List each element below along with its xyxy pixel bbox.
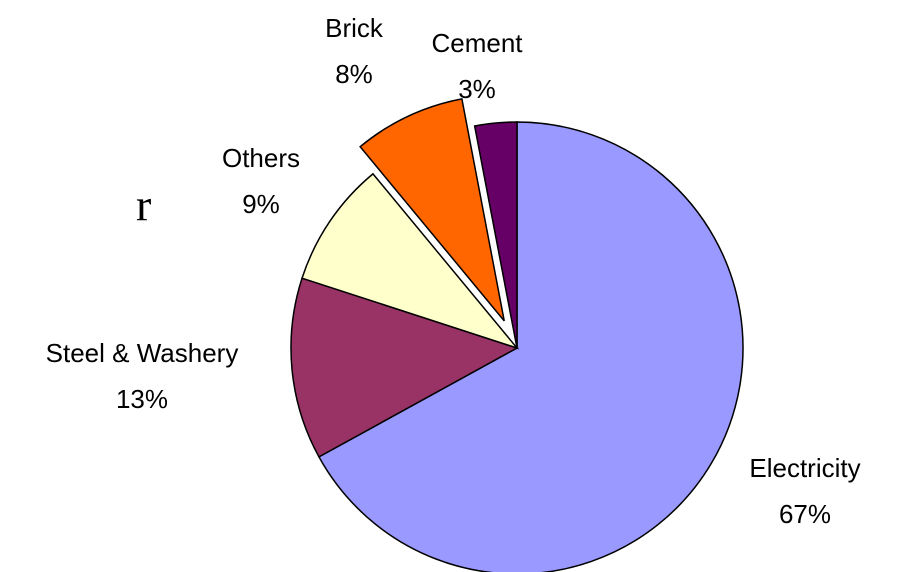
slice-label: Steel & Washery: [46, 338, 239, 368]
slice-value-label: 8%: [335, 59, 373, 89]
slice-value-label: 67%: [779, 499, 831, 529]
pie-slice: [359, 97, 505, 322]
chart-title: r: [136, 180, 151, 231]
slice-value-label: 3%: [458, 74, 496, 104]
slice-value-label: 9%: [242, 189, 280, 219]
pie-slice: [290, 277, 519, 458]
slice-label: Brick: [325, 13, 384, 43]
slice-value-label: 13%: [116, 384, 168, 414]
pie-slice: [301, 172, 520, 350]
pie-slice: [473, 121, 518, 349]
slice-label: Others: [222, 143, 300, 173]
slice-label: Electricity: [749, 453, 860, 483]
slice-label: Cement: [431, 28, 523, 58]
pie-slice: [317, 121, 744, 572]
